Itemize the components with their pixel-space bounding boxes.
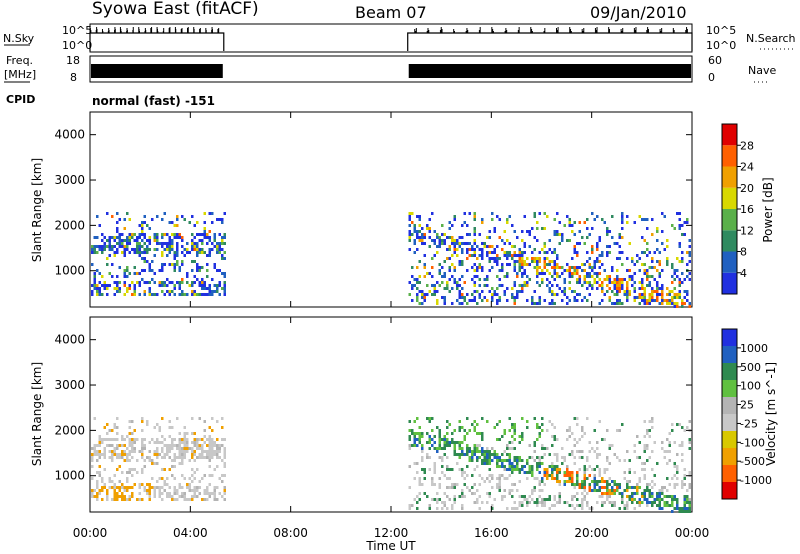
colorbar-segment [722, 272, 737, 294]
colorbar-segment [722, 230, 737, 252]
freq-trace [91, 64, 691, 78]
colorbar-segment [722, 414, 737, 431]
time-tick-label: 12:00 [374, 526, 409, 540]
colorbar-tick-label: 12 [740, 224, 754, 237]
time-tick-label: 04:00 [173, 526, 208, 540]
range-tick-label: 4000 [54, 333, 85, 347]
freq-tick-bottom: 8 [70, 71, 77, 84]
power-colorbar: 4 8 12 16 20 24 28 [721, 123, 754, 295]
colorbar-segment [722, 209, 737, 231]
colorbar-segment [722, 145, 737, 167]
power-ylabel: Slant Range [km] [30, 158, 44, 262]
colorbar-tick-label: 8 [740, 246, 747, 259]
colorbar-segment [722, 187, 737, 209]
colorbar-tick-label: 500 [740, 361, 761, 374]
nsky-panel: N.Sky 10^5 10^0 10^5 10^0 N.Search [3, 23, 796, 53]
cpid-label: CPID [6, 93, 35, 106]
nsky-label: N.Sky [3, 32, 35, 45]
colorbar-segment [722, 251, 737, 273]
colorbar-tick-label: 16 [740, 203, 754, 216]
time-tick-label: 00:00 [73, 526, 108, 540]
colorbar-segment [722, 329, 737, 346]
range-tick-label: 4000 [54, 128, 85, 142]
colorbar-segment [722, 380, 737, 397]
colorbar-segment [722, 124, 737, 146]
nsky-trace [89, 27, 693, 51]
colorbar-tick-label: 28 [740, 139, 754, 152]
velocity-colorbar: 1000 500 100 25 -25 -100 -500 -1000 [721, 328, 772, 500]
freq-tick-top: 18 [66, 54, 80, 67]
nsky-tick-top: 10^5 [62, 24, 92, 37]
colorbar-tick-label: 24 [740, 161, 754, 174]
time-axis: 00:00 04:00 08:00 12:00 16:00 20:00 00:00 [73, 112, 710, 540]
range-tick-label: 2000 [54, 423, 85, 437]
colorbar-tick-label: -1000 [740, 474, 772, 487]
time-tick-label: 16:00 [474, 526, 509, 540]
colorbar-segment [722, 448, 737, 465]
colorbar-tick-label: 1000 [740, 342, 768, 355]
colorbar-tick-label: -100 [740, 436, 765, 449]
cpid-text: normal (fast) -151 [92, 94, 215, 108]
colorbar-segment [722, 363, 737, 380]
power-colorbar-label: Power [dB] [761, 177, 775, 242]
time-tick-label: 00:00 [675, 526, 710, 540]
date-title: 09/Jan/2010 [590, 3, 687, 22]
colorbar-tick-label: 25 [740, 399, 754, 412]
nsearch-tick-bottom: 10^0 [706, 39, 736, 52]
nave-tick-top: 60 [708, 54, 722, 67]
colorbar-segment [722, 482, 737, 499]
nave-tick-bottom: 0 [708, 71, 715, 84]
velocity-colorbar-label: Velocity [m s^-1] [764, 362, 778, 466]
colorbar-segment [722, 346, 737, 363]
colorbar-segment [722, 397, 737, 414]
colorbar-tick-label: 4 [740, 267, 747, 280]
freq-label: Freq. [6, 54, 33, 67]
range-tick-label: 3000 [54, 378, 85, 392]
range-tick-label: 2000 [54, 218, 85, 232]
nsky-tick-bottom: 10^0 [62, 39, 92, 52]
velocity-heatmap [91, 417, 691, 513]
time-tick-label: 08:00 [273, 526, 308, 540]
time-tick-label: 20:00 [574, 526, 609, 540]
range-tick-label: 3000 [54, 173, 85, 187]
colorbar-tick-label: 20 [740, 182, 754, 195]
colorbar-segment [722, 431, 737, 448]
time-xlabel: Time UT [365, 539, 416, 553]
freq-unit-label: [MHz] [4, 68, 36, 81]
colorbar-tick-label: -500 [740, 455, 765, 468]
range-tick-label: 1000 [54, 469, 85, 483]
velocity-yaxis: 1000 2000 3000 4000 [54, 333, 692, 483]
velocity-panel: 1000 2000 3000 4000 Slant Range [km] 1000 50… [30, 316, 778, 513]
power-yaxis: 1000 2000 3000 4000 [54, 128, 692, 278]
velocity-ylabel: Slant Range [km] [30, 362, 44, 466]
nsearch-label: N.Search [746, 32, 796, 45]
freq-panel: Freq. [MHz] 18 8 60 0 Nave [4, 54, 776, 84]
colorbar-segment [722, 465, 737, 482]
nsearch-tick-top: 10^5 [706, 24, 736, 37]
nave-label: Nave [748, 64, 776, 77]
power-heatmap [91, 212, 691, 308]
power-panel: 1000 2000 3000 4000 Slant Range [km] 4 8 12 16… [30, 111, 775, 308]
colorbar-segment [722, 166, 737, 188]
station-title: Syowa East (fitACF) [92, 0, 259, 19]
colorbar-tick-label: 100 [740, 380, 761, 393]
range-tick-label: 1000 [54, 264, 85, 278]
beam-title: Beam 07 [355, 3, 427, 22]
colorbar-tick-label: -25 [740, 417, 758, 430]
